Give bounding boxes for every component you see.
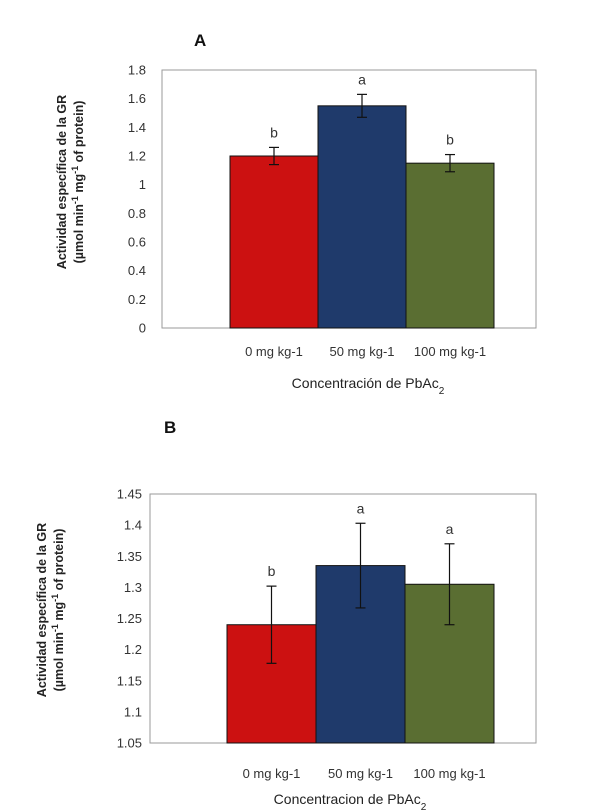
- y-tick-label-b: 1.35: [117, 549, 142, 564]
- significance-letter-a-2: a: [358, 71, 366, 87]
- y-tick-label-a: 0.4: [128, 263, 146, 278]
- category-label-a-2: 50 mg kg-1: [329, 344, 394, 359]
- y-tick-label-b: 1.3: [124, 580, 142, 595]
- y-tick-label-b: 1.4: [124, 518, 142, 533]
- panel-label-a: A: [194, 31, 206, 50]
- y-tick-label-a: 0.6: [128, 235, 146, 250]
- y-axis-label-line1-b: Actividad específica de la GR: [35, 523, 49, 697]
- y-tick-label-a: 1.8: [128, 63, 146, 78]
- y-tick-label-a: 1: [139, 177, 146, 192]
- bar-a-2: [317, 105, 407, 329]
- significance-letter-a-1: b: [270, 124, 278, 140]
- bar-a-3: [405, 162, 495, 329]
- plot-area-a: 0 0.2 0.4 0.6 0.8 1 1.2 1.4 1.6 1.8 b 0 mg kg-1 a 50 …: [128, 63, 537, 359]
- y-tick-label-b: 1.45: [117, 487, 142, 502]
- y-tick-label-b: 1.25: [117, 611, 142, 626]
- significance-letter-b-2: a: [357, 500, 365, 516]
- bar-a-1: [229, 155, 319, 329]
- category-label-b-3: 100 mg kg-1: [413, 766, 485, 781]
- y-tick-label-b: 1.2: [124, 642, 142, 657]
- y-tick-label-a: 0: [139, 321, 146, 336]
- y-tick-label-a: 0.2: [128, 292, 146, 307]
- category-label-a-3: 100 mg kg-1: [414, 344, 486, 359]
- y-tick-label-a: 0.8: [128, 206, 146, 221]
- y-tick-label-b: 1.1: [124, 704, 142, 719]
- plot-area-b: 1.05 1.1 1.15 1.2 1.25 1.3 1.35 1.4 1.45 b 0 mg kg…: [117, 487, 537, 781]
- significance-letter-a-3: b: [446, 132, 454, 148]
- x-axis-label-a: Concentración de PbAc2: [292, 375, 445, 397]
- y-tick-label-b: 1.05: [117, 736, 142, 751]
- significance-letter-b-3: a: [446, 521, 454, 537]
- x-axis-label-b: Concentracion de PbAc2: [274, 791, 427, 811]
- category-label-b-2: 50 mg kg-1: [328, 766, 393, 781]
- y-axis-label-line2-a: (µmol min-1 mg-1 of protein): [70, 101, 86, 264]
- significance-letter-b-1: b: [268, 563, 276, 579]
- y-tick-label-a: 1.6: [128, 91, 146, 106]
- y-tick-label-a: 1.4: [128, 120, 146, 135]
- panel-label-b: B: [164, 418, 176, 437]
- y-tick-label-a: 1.2: [128, 149, 146, 164]
- chart-panel-a: A Actividad específica de la GR (µmol mi…: [55, 31, 537, 397]
- category-label-b-1: 0 mg kg-1: [243, 766, 301, 781]
- y-axis-label-line1-a: Actividad específica de la GR: [55, 95, 69, 269]
- category-label-a-1: 0 mg kg-1: [245, 344, 303, 359]
- y-axis-label-line2-b: (µmol min-1 mg-1 of protein): [50, 529, 66, 692]
- y-tick-label-b: 1.15: [117, 673, 142, 688]
- chart-panel-b: B Actividad específica de la GR (µmol mi…: [35, 418, 537, 811]
